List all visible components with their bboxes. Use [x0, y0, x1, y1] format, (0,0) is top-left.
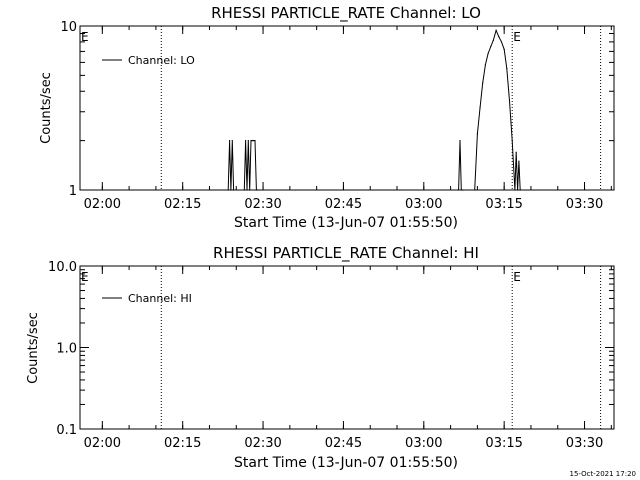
- lo-y-tick-label: 10: [60, 20, 77, 35]
- lo-data-point: [518, 160, 520, 162]
- lo-event-marker-label: E: [513, 30, 521, 44]
- lo-data-point: [479, 106, 481, 108]
- lo-data-point: [495, 29, 497, 32]
- lo-y-axis-label: Counts/sec: [39, 72, 54, 144]
- lo-data-point: [258, 189, 260, 191]
- lo-data-point: [247, 140, 249, 142]
- lo-data-point: [246, 189, 248, 191]
- lo-x-tick-label: 03:30: [566, 197, 603, 212]
- lo-plot-frame: [79, 25, 615, 191]
- lo-data-point: [463, 189, 465, 191]
- hi-y-tick-label: 1.0: [56, 342, 77, 357]
- lo-x-axis-label: Start Time (13-Jun-07 01:55:50): [234, 215, 458, 231]
- hi-x-tick-label: 03:00: [405, 436, 442, 451]
- lo-data-point: [250, 140, 252, 142]
- lo-data-point: [508, 100, 511, 102]
- hi-x-tick-label: 02:00: [84, 436, 121, 451]
- lo-data-point: [490, 45, 492, 48]
- lo-data-point: [506, 67, 508, 70]
- lo-data-point: [492, 39, 495, 41]
- lo-data-point: [515, 151, 517, 153]
- hi-x-tick-label: 03:15: [485, 436, 522, 451]
- lo-series-line: [227, 28, 521, 191]
- lo-data-point: [474, 189, 476, 191]
- lo-data-point: [487, 52, 489, 55]
- lo-data-point: [243, 189, 245, 191]
- lo-x-tick-label: 02:15: [164, 197, 201, 212]
- hi-event-marker-label: E: [81, 270, 89, 284]
- hi-y-tick-label: 0.1: [56, 423, 77, 438]
- lo-event-marker-label: E: [81, 30, 89, 44]
- lo-data-point: [498, 36, 500, 38]
- lo-x-tick-label: 02:00: [84, 197, 121, 212]
- lo-data-point: [476, 133, 478, 135]
- lo-data-point: [460, 189, 462, 191]
- lo-channel-panel: RHESSI PARTICLE_RATE Channel: LO Start T…: [39, 4, 615, 231]
- lo-data-point: [253, 140, 255, 142]
- lo-legend-label: Channel: LO: [128, 54, 195, 67]
- hi-x-tick-label: 02:15: [164, 436, 201, 451]
- lo-x-tick-label: 03:00: [405, 197, 442, 212]
- lo-data-point: [511, 140, 513, 142]
- footer-timestamp: 15-Oct-2021 17:20: [570, 470, 636, 478]
- lo-x-tick-label: 02:45: [325, 197, 362, 212]
- lo-data-point: [484, 64, 487, 66]
- hi-x-axis-label: Start Time (13-Jun-07 01:55:50): [234, 455, 458, 471]
- lo-data-point: [227, 189, 229, 191]
- lo-x-tick-label: 03:15: [485, 197, 522, 212]
- lo-data-point: [516, 189, 519, 191]
- lo-x-tick-label: 02:30: [244, 197, 281, 212]
- hi-channel-panel: RHESSI PARTICLE_RATE Channel: HI Start T…: [26, 244, 615, 471]
- lo-data-point: [503, 48, 505, 50]
- hi-panel-title: RHESSI PARTICLE_RATE Channel: HI: [213, 244, 479, 263]
- lo-data-point: [249, 189, 251, 191]
- lo-data-point: [228, 140, 231, 142]
- lo-data-point: [458, 189, 460, 191]
- lo-data-point: [230, 189, 232, 191]
- lo-data-point: [459, 140, 461, 142]
- lo-data-point: [482, 82, 484, 84]
- lo-y-tick-label: 1: [69, 184, 77, 199]
- hi-y-tick-label: 10.0: [48, 260, 77, 275]
- hi-plot-frame: [79, 265, 615, 430]
- lo-data-point: [255, 189, 257, 191]
- hi-legend-label: Channel: HI: [128, 292, 192, 305]
- lo-data-point: [462, 189, 464, 191]
- hi-x-tick-label: 02:30: [244, 436, 281, 451]
- hi-event-marker-label: E: [513, 270, 521, 284]
- hi-x-tick-label: 02:45: [325, 436, 362, 451]
- lo-data-point: [257, 189, 259, 191]
- lo-data-point: [245, 140, 247, 142]
- lo-data-point: [514, 189, 516, 191]
- lo-panel-title: RHESSI PARTICLE_RATE Channel: LO: [211, 4, 481, 23]
- lo-data-point: [500, 41, 503, 43]
- hi-y-axis-label: Counts/sec: [26, 312, 41, 384]
- lo-data-point: [519, 189, 521, 191]
- lo-data-point: [254, 140, 256, 142]
- lo-data-point: [231, 140, 233, 142]
- hi-x-tick-label: 03:30: [566, 436, 603, 451]
- lo-data-point: [251, 140, 253, 142]
- lo-data-point: [232, 189, 235, 191]
